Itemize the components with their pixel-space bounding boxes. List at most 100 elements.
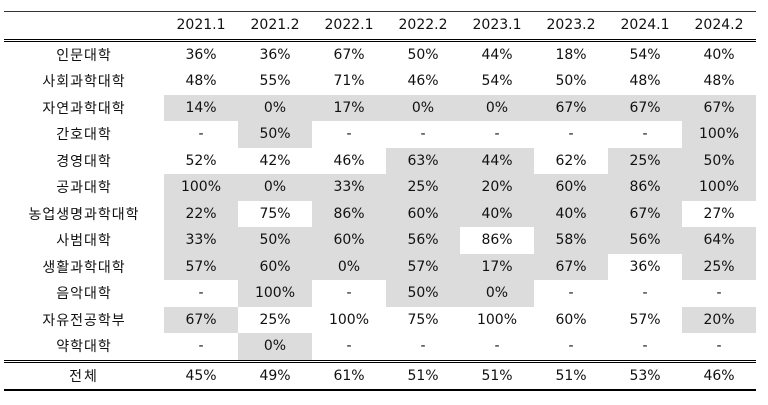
table-row: 음악대학 - 100% - 50% 0% - - - xyxy=(4,280,756,307)
table-cell: - xyxy=(642,126,648,143)
column-header: 2021.2 xyxy=(238,11,312,42)
table-cell: 18% xyxy=(555,46,587,63)
table-cell: 100% xyxy=(164,174,238,201)
total-row: 전체 45% 49% 61% 51% 51% 51% 53% 46% xyxy=(4,361,756,391)
table-cell: 67% xyxy=(608,200,682,227)
table-cell: 86% xyxy=(312,200,386,227)
table-cell: - xyxy=(198,285,204,302)
table-cell: 100% xyxy=(476,311,518,328)
table-cell: 25% xyxy=(682,253,756,280)
table-cell: 75% xyxy=(407,311,439,328)
table-cell: 60% xyxy=(312,227,386,254)
table-cell: 40% xyxy=(460,200,534,227)
table-cell: 25% xyxy=(608,147,682,174)
total-cell: 61% xyxy=(312,361,386,391)
table-cell: 71% xyxy=(333,73,365,90)
row-label: 농업생명과학대학 xyxy=(28,206,140,223)
table-cell: 33% xyxy=(312,174,386,201)
table-cell: 67% xyxy=(534,94,608,121)
table-cell: 55% xyxy=(259,73,291,90)
table-cell: 60% xyxy=(555,311,587,328)
table-cell: - xyxy=(608,333,682,363)
table-cell: 20% xyxy=(460,174,534,201)
table-cell: 17% xyxy=(312,94,386,121)
table-cell: - xyxy=(198,126,204,143)
table-cell: 100% xyxy=(328,311,370,328)
corner-cell xyxy=(4,11,164,42)
table-cell: 100% xyxy=(238,280,312,307)
table-cell: 60% xyxy=(534,174,608,201)
table-cell: 33% xyxy=(164,227,238,254)
table-cell: 63% xyxy=(386,147,460,174)
table-cell: 36% xyxy=(259,46,291,63)
table-cell: 48% xyxy=(703,73,735,90)
table-cell: 40% xyxy=(703,46,735,63)
table-cell: 0% xyxy=(238,174,312,201)
table-cell: 56% xyxy=(386,227,460,254)
table-row: 자유전공학부 67% 25% 100% 75% 100% 60% 57% 20% xyxy=(4,306,756,333)
table-cell: 36% xyxy=(629,258,661,275)
table-cell: 67% xyxy=(333,46,365,63)
table-cell: 100% xyxy=(682,121,756,148)
column-header: 2023.1 xyxy=(460,11,534,42)
table-cell: 60% xyxy=(386,200,460,227)
row-label: 생활과학대학 xyxy=(42,259,126,276)
table-cell: 62% xyxy=(555,152,587,169)
total-cell: 45% xyxy=(164,361,238,391)
table-cell: - xyxy=(642,285,648,302)
table-cell: 60% xyxy=(238,253,312,280)
table-cell: 86% xyxy=(481,232,513,249)
table-cell: 67% xyxy=(608,94,682,121)
table-cell: 50% xyxy=(386,280,460,307)
table-cell: - xyxy=(312,333,386,363)
table-cell: 44% xyxy=(481,46,513,63)
table-cell: 50% xyxy=(238,121,312,148)
table-cell: 20% xyxy=(682,306,756,333)
total-cell: 51% xyxy=(534,361,608,391)
total-cell: 51% xyxy=(386,361,460,391)
table-row: 사회과학대학 48% 55% 71% 46% 54% 50% 48% 48% xyxy=(4,68,756,95)
row-label: 경영대학 xyxy=(56,153,112,170)
table-cell: 100% xyxy=(682,174,756,201)
table-cell: 0% xyxy=(460,280,534,307)
table-cell: - xyxy=(420,126,426,143)
table-cell: 50% xyxy=(555,73,587,90)
table-row: 공과대학 100% 0% 33% 25% 20% 60% 86% 100% xyxy=(4,174,756,201)
table-row: 인문대학 36% 36% 67% 50% 44% 18% 54% 40% xyxy=(4,40,756,68)
total-cell: 51% xyxy=(460,361,534,391)
row-label: 자유전공학부 xyxy=(42,312,126,329)
table-cell: - xyxy=(534,333,608,363)
table-cell: 14% xyxy=(164,94,238,121)
table-cell: 58% xyxy=(534,227,608,254)
table-row: 약학대학 -0% - - - - - - xyxy=(4,333,756,363)
table-cell: - xyxy=(460,333,534,363)
data-table: 2021.1 2021.2 2022.1 2022.2 2023.1 2023.… xyxy=(4,11,756,391)
table-cell: 54% xyxy=(629,46,661,63)
header-row: 2021.1 2021.2 2022.1 2022.2 2023.1 2023.… xyxy=(4,11,756,42)
table-body: 인문대학 36% 36% 67% 50% 44% 18% 54% 40% 사회과학대학 48% 55%… xyxy=(4,40,756,363)
table-cell: 25% xyxy=(259,311,291,328)
table-cell: - xyxy=(164,333,238,363)
table-cell: 67% xyxy=(534,253,608,280)
row-label: 음악대학 xyxy=(56,286,112,303)
column-header: 2022.1 xyxy=(312,11,386,42)
table-cell: 0% xyxy=(238,333,312,363)
row-label: 자연과학대학 xyxy=(42,100,126,117)
total-cell: 53% xyxy=(608,361,682,391)
table-cell: - xyxy=(494,126,500,143)
row-label: 간호대학 xyxy=(56,127,112,144)
table-cell: - xyxy=(568,285,574,302)
table-cell: 57% xyxy=(386,253,460,280)
table-cell: 50% xyxy=(407,46,439,63)
column-header: 2022.2 xyxy=(386,11,460,42)
row-label: 공과대학 xyxy=(56,180,112,197)
table-cell: 67% xyxy=(164,306,238,333)
table-cell: 86% xyxy=(608,174,682,201)
table-cell: - xyxy=(386,333,460,363)
row-label: 사범대학 xyxy=(56,233,112,250)
table-row: 생활과학대학 57% 60% 0% 57% 17% 67% 36% 25% xyxy=(4,253,756,280)
table-cell: 40% xyxy=(534,200,608,227)
column-header: 2024.1 xyxy=(608,11,682,42)
table-cell: - xyxy=(682,333,756,363)
table-cell: - xyxy=(346,285,352,302)
